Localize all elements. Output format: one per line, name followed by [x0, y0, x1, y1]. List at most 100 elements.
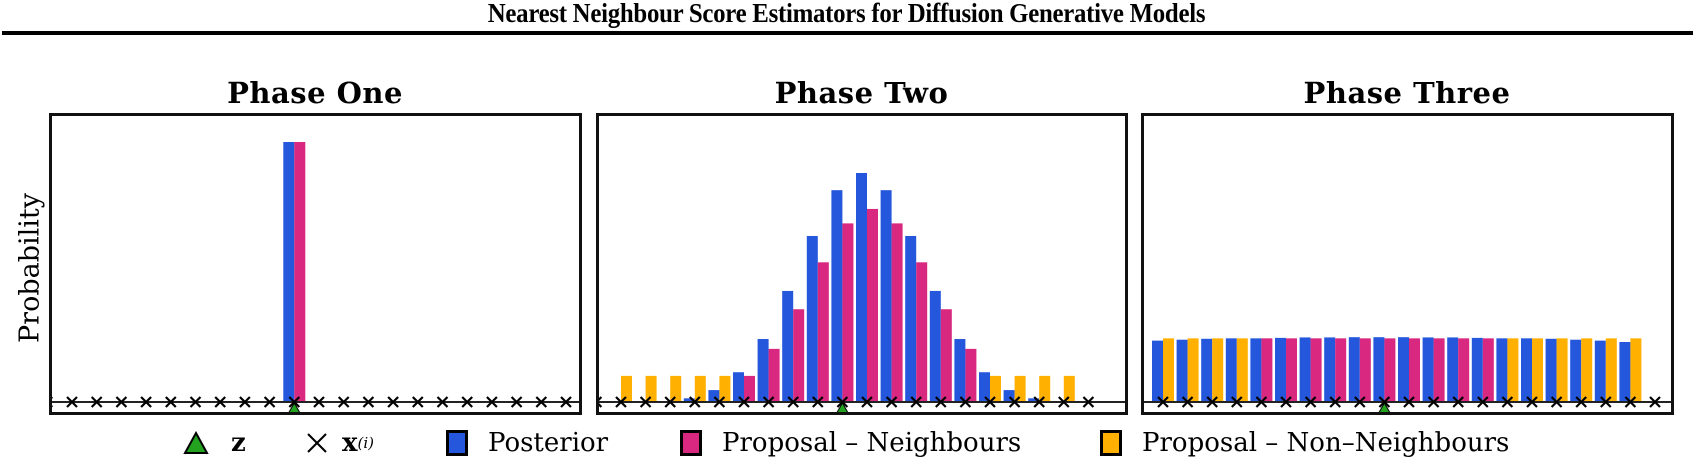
non-neighbour-bar [1605, 338, 1617, 402]
page-title: Nearest Neighbour Score Estimators for D… [487, 0, 1206, 28]
posterior-bar [1225, 338, 1237, 402]
panel-title-phase-one: Phase One [227, 76, 403, 110]
x-marker-icon [1157, 396, 1169, 408]
non-neighbour-bar [694, 375, 706, 402]
non-neighbour-bar [1187, 338, 1199, 402]
chart-phase-two [596, 113, 1128, 415]
non-neighbour-bar [719, 375, 731, 402]
posterior-bar [1570, 339, 1582, 402]
posterior-bar [831, 190, 843, 402]
x-marker-icon [436, 396, 449, 408]
neighbour-bar [940, 309, 952, 402]
x-marker-icon [599, 396, 603, 408]
posterior-bar [1348, 337, 1360, 402]
x-marker-icon [1526, 396, 1538, 408]
x-marker-icon [337, 396, 350, 408]
x-marker-icon [90, 396, 103, 408]
neighbour-bar [867, 208, 878, 402]
non-neighbour-bar [1039, 375, 1051, 402]
neighbour-bar [1261, 338, 1273, 402]
posterior-bar [806, 235, 818, 402]
x-marker-icon [1427, 396, 1440, 408]
x-marker-icon [984, 396, 996, 408]
posterior-bar [1003, 390, 1015, 402]
non-neighbour-bar [1063, 375, 1075, 402]
x-marker-icon [664, 396, 676, 408]
neighbour-bar [744, 375, 755, 402]
x-marker-icon [1501, 396, 1514, 408]
x-marker-icon [140, 396, 152, 408]
legend: z x (i) Posterior Proposal – Neighbours P… [0, 426, 1693, 460]
posterior-bar [1275, 337, 1286, 402]
legend-label-posterior: Posterior [488, 428, 609, 458]
x-marker-icon [1082, 396, 1095, 408]
x-marker-icon [1304, 396, 1317, 408]
neighbour-bar [1335, 338, 1347, 402]
posterior-bar [1373, 337, 1385, 402]
x-marker-icon [214, 396, 226, 408]
non-neighbour-bar [1212, 338, 1224, 402]
posterior-bar [1324, 337, 1336, 402]
non-neighbour-bar [1507, 338, 1519, 402]
non-neighbour-bar [1163, 338, 1174, 402]
neighbour-bar [1482, 338, 1494, 402]
x-marker-icon [362, 396, 375, 408]
posterior-bar [683, 398, 695, 402]
x-marker-icon [535, 396, 548, 408]
non-neighbour-bar [670, 375, 682, 402]
panel-title-phase-two: Phase Two [774, 76, 949, 110]
legend-label-z: z [231, 428, 246, 458]
x-marker-icon [1181, 396, 1194, 408]
neighbour-bar [1310, 338, 1322, 402]
neighbour-bar [1433, 338, 1445, 402]
non-neighbour-bar [1630, 338, 1642, 402]
posterior-bar [1422, 337, 1434, 402]
posterior-bar [1619, 342, 1631, 402]
posterior-bar [929, 290, 941, 402]
neighbour-bar [294, 142, 306, 402]
x-marker-icon [1477, 396, 1489, 408]
posterior-bar [782, 290, 794, 402]
z-triangle-icon [1378, 401, 1391, 412]
legend-item-z: z [183, 426, 246, 460]
posterior-bar [1201, 338, 1213, 402]
posterior-swatch-icon [446, 430, 468, 456]
x-marker-icon [1008, 396, 1021, 408]
legend-label-x: x [342, 428, 358, 458]
non-neighbour-bar [645, 375, 657, 402]
posterior-bar [954, 339, 966, 402]
x-marker-icon [1649, 396, 1661, 408]
x-marker-icon [1600, 396, 1612, 408]
legend-item-neighbours: Proposal – Neighbours [680, 426, 1021, 460]
non-neighbours-swatch-icon [1100, 430, 1122, 456]
posterior-bar [1299, 337, 1311, 402]
legend-item-x: x (i) [306, 426, 374, 460]
plot-area-phase-two [599, 173, 1125, 412]
posterior-bar [1545, 338, 1557, 402]
posterior-bar [1028, 398, 1040, 402]
x-marker-icon [1452, 396, 1464, 408]
x-marker-icon [1033, 396, 1045, 408]
x-marker-icon [387, 396, 399, 408]
x-marker-icon [1329, 396, 1341, 408]
x-marker-icon [189, 396, 202, 408]
neighbour-bar [1458, 338, 1470, 402]
x-marker-icon [738, 396, 750, 408]
z-triangle-icon [288, 401, 301, 412]
posterior-bar [1250, 338, 1262, 402]
legend-label-neighbours: Proposal – Neighbours [722, 428, 1022, 458]
x-marker-icon [1624, 396, 1637, 408]
title-rule [2, 31, 1693, 35]
legend-label-non-neighbours: Proposal – Non–Neighbours [1142, 428, 1510, 458]
neighbour-bar [916, 262, 928, 402]
neighbour-bar [793, 309, 805, 402]
x-marker-icon [762, 396, 775, 408]
neighbour-bar [817, 262, 829, 402]
non-neighbour-bar [1556, 338, 1568, 402]
x-marker-icon [1575, 396, 1587, 408]
x-marker-icon [861, 396, 873, 408]
x-marker-icon [1403, 396, 1415, 408]
neighbour-bar [768, 348, 780, 402]
x-marker-icon [1354, 396, 1366, 408]
x-marker-icon [307, 433, 327, 453]
